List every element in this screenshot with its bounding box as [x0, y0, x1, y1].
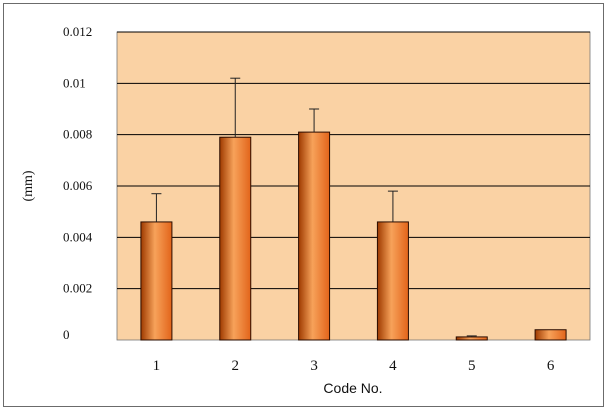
y-tick-labels: 0 0.002 0.004 0.006 0.008 0.01 0.012 — [63, 24, 93, 342]
error-bars — [151, 77, 477, 337]
y-tick-label: 0.006 — [63, 178, 93, 193]
x-tick-labels: 1 2 3 4 5 6 — [153, 358, 555, 374]
y-tick-label: 0.008 — [63, 127, 92, 142]
bar — [534, 329, 567, 341]
y-tick-label: 0.01 — [63, 75, 86, 90]
x-tick-label: 2 — [232, 358, 240, 374]
x-tick-label: 1 — [153, 358, 161, 374]
y-tick-label: 0.002 — [63, 281, 92, 296]
x-tick-label: 3 — [310, 358, 318, 374]
bar — [298, 131, 331, 341]
x-tick-label: 4 — [389, 358, 397, 374]
y-tick-label: 0 — [63, 327, 70, 342]
x-tick-label: 5 — [468, 358, 476, 374]
bar — [376, 221, 409, 341]
y-tick-label: 0.004 — [63, 229, 93, 244]
bar — [219, 136, 252, 341]
y-tick-label: 0.012 — [63, 24, 92, 39]
x-tick-label: 6 — [547, 358, 555, 374]
y-axis-title: (mm) — [21, 170, 36, 201]
bar — [455, 336, 488, 341]
gridlines — [117, 31, 590, 290]
bar — [140, 221, 173, 341]
x-axis-title: Code No. — [323, 380, 382, 396]
